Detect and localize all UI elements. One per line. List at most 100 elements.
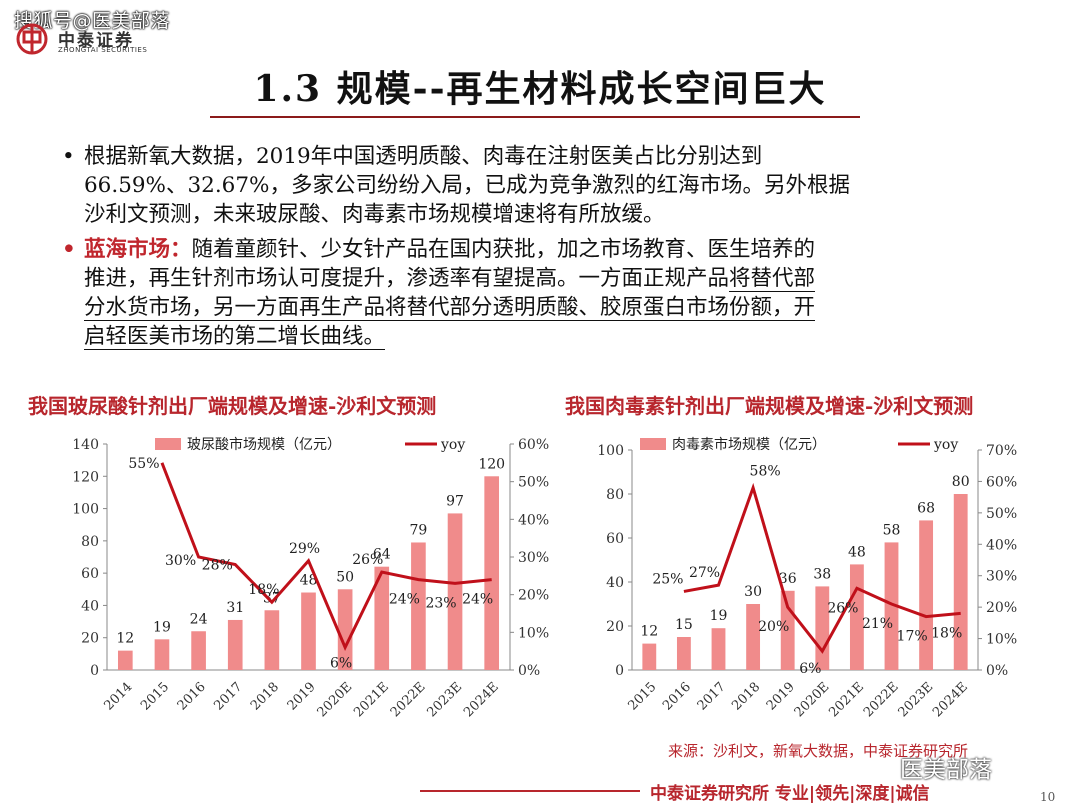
x-tick-label: 2018 xyxy=(729,680,763,714)
y-tick-label: 100 xyxy=(72,502,99,518)
wechat-watermark: 医美部落 xyxy=(900,757,992,783)
yoy-value-label: 18% xyxy=(931,625,962,641)
legend-bar-label: 肉毒素市场规模（亿元） xyxy=(672,436,826,453)
y2-tick-label: 50% xyxy=(518,475,549,491)
y2-tick-label: 10% xyxy=(518,625,549,641)
bar-value-label: 97 xyxy=(446,493,464,509)
x-tick-label: 2015 xyxy=(625,680,659,714)
bar-value-label: 38 xyxy=(813,566,831,582)
logo-mark-icon xyxy=(16,23,48,55)
y2-tick-label: 50% xyxy=(986,506,1017,522)
y-tick-label: 100 xyxy=(597,443,624,459)
legend-bar-swatch xyxy=(640,438,666,450)
bar-value-label: 12 xyxy=(640,624,658,640)
yoy-value-label: 27% xyxy=(689,565,720,581)
legend-bar-label: 玻尿酸市场规模（亿元） xyxy=(187,436,341,453)
yoy-value-label: 21% xyxy=(862,616,893,632)
bar-value-label: 19 xyxy=(710,608,728,624)
underlined-text: 分水货市场，另一方面再生产品将替代部分透明质酸、胶原蛋白市场份额，开 xyxy=(84,295,816,321)
bar xyxy=(642,643,657,670)
logo-text-en: ZHONGTAI SECURITIES xyxy=(58,46,148,54)
bullet-icon: • xyxy=(62,144,75,169)
x-tick-label: 2021E xyxy=(826,680,867,721)
bar-value-label: 12 xyxy=(116,631,134,647)
bar-value-label: 50 xyxy=(336,569,354,585)
y-tick-label: 80 xyxy=(606,487,624,503)
bullet-icon: • xyxy=(62,237,76,262)
yoy-value-label: 26% xyxy=(352,552,383,568)
y2-tick-label: 30% xyxy=(986,569,1017,585)
y2-tick-label: 40% xyxy=(518,512,549,528)
bar xyxy=(711,628,726,670)
x-tick-label: 2024E xyxy=(930,680,971,721)
bar-value-label: 68 xyxy=(917,500,935,516)
y-tick-label: 20 xyxy=(81,631,99,647)
text-span: 随着童颜针、少女针产品在国内获批，加之市场教育、医生培养的 xyxy=(191,237,816,262)
bar-value-label: 30 xyxy=(744,584,762,600)
yoy-value-label: 20% xyxy=(758,619,789,635)
x-tick-label: 2017 xyxy=(695,680,729,714)
bar xyxy=(746,604,761,670)
bar xyxy=(191,631,206,670)
y-tick-label: 40 xyxy=(606,575,624,591)
text-line: 蓝海市场：随着童颜针、少女针产品在国内获批，加之市场教育、医生培养的 xyxy=(84,235,1022,264)
yoy-value-label: 28% xyxy=(202,558,233,574)
text-line: 分水货市场，另一方面再生产品将替代部分透明质酸、胶原蛋白市场份额，开 xyxy=(84,293,1022,322)
yoy-value-label: 6% xyxy=(330,655,352,671)
text-line: 66.59%、32.67%，多家公司纷纷入局，已成为竞争激烈的红海市场。另外根据 xyxy=(84,173,850,198)
bar xyxy=(953,494,968,670)
yoy-line xyxy=(160,462,492,652)
bar-value-label: 24 xyxy=(190,611,208,627)
x-tick-label: 2020E xyxy=(792,680,833,721)
x-tick-label: 2022E xyxy=(861,680,902,721)
y-tick-label: 120 xyxy=(72,469,99,485)
y-tick-label: 80 xyxy=(81,534,99,550)
x-tick-label: 2014 xyxy=(101,680,135,714)
text-line: 启轻医美市场的第二增长曲线。 xyxy=(84,322,1022,351)
x-tick-label: 2024E xyxy=(461,680,502,721)
y2-tick-label: 60% xyxy=(986,474,1017,490)
yoy-value-label: 55% xyxy=(128,456,159,472)
y-tick-label: 60 xyxy=(81,566,99,582)
yoy-value-label: 6% xyxy=(799,661,821,677)
x-tick-label: 2022E xyxy=(388,680,429,721)
bar xyxy=(815,586,830,670)
bar xyxy=(411,542,426,670)
watermark: 搜狐号@医美部落 xyxy=(14,10,171,32)
y-tick-label: 40 xyxy=(81,598,99,614)
y2-tick-label: 20% xyxy=(986,600,1017,616)
paragraph-blue-ocean: • 蓝海市场：随着童颜针、少女针产品在国内获批，加之市场教育、医生培养的 推进，… xyxy=(62,235,1022,351)
company-logo: 中泰证券 ZHONGTAI SECURITIES xyxy=(14,22,174,55)
legend-line-label: yoy xyxy=(440,437,465,453)
x-tick-label: 2016 xyxy=(660,680,694,714)
y2-tick-label: 20% xyxy=(518,588,549,604)
x-tick-label: 2023E xyxy=(425,680,466,721)
logo-text-cn: 中泰证券 xyxy=(58,31,134,51)
y2-tick-label: 10% xyxy=(986,632,1017,648)
bar xyxy=(484,476,500,670)
y-tick-label: 20 xyxy=(606,619,624,635)
bar-value-label: 31 xyxy=(226,600,244,616)
bar xyxy=(227,619,243,670)
yoy-value-label: 25% xyxy=(652,571,683,587)
yoy-value-label: 26% xyxy=(827,600,858,616)
bar-value-label: 79 xyxy=(409,522,427,538)
bar xyxy=(919,520,934,670)
y2-tick-label: 30% xyxy=(518,550,549,566)
yoy-value-label: 17% xyxy=(897,629,928,645)
chart-title-botulinum: 我国肉毒素针剂出厂端规模及增速-沙利文预测 xyxy=(565,394,974,418)
blue-ocean-label: 蓝海市场： xyxy=(84,237,192,262)
x-tick-label: 2017 xyxy=(211,680,245,714)
x-tick-label: 2023E xyxy=(896,680,937,721)
y2-tick-label: 70% xyxy=(986,443,1017,459)
x-tick-label: 2019 xyxy=(285,680,319,714)
text-line: 推进，再生针剂市场认可度提升，渗透率有望提高。一方面正规产品将替代部 xyxy=(84,264,1022,293)
y-tick-label: 0 xyxy=(615,663,624,679)
bar-value-label: 37 xyxy=(263,590,281,606)
y2-tick-label: 40% xyxy=(986,537,1017,553)
y-tick-label: 0 xyxy=(90,663,99,679)
source-note: 来源：沙利文，新氧大数据，中泰证券研究所 xyxy=(668,742,969,760)
bar xyxy=(264,610,280,670)
bar-value-label: 80 xyxy=(952,474,970,490)
bar xyxy=(337,589,353,670)
